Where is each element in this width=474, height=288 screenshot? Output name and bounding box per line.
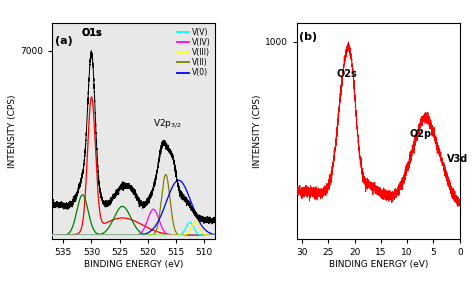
Legend: V(V), V(IV), V(III), V(II), V(0): V(V), V(IV), V(III), V(II), V(0) — [177, 27, 211, 78]
Text: O1s: O1s — [81, 28, 102, 38]
Text: V2p$_{3/2}$: V2p$_{3/2}$ — [153, 117, 182, 130]
Text: V3d: V3d — [447, 154, 468, 164]
X-axis label: BINDING ENERGY (eV): BINDING ENERGY (eV) — [328, 260, 428, 269]
Y-axis label: INTENSITY (CPS): INTENSITY (CPS) — [253, 94, 262, 168]
Text: (b): (b) — [300, 33, 318, 42]
Y-axis label: INTENSITY (CPS): INTENSITY (CPS) — [9, 94, 18, 168]
Text: O1s: O1s — [81, 28, 102, 38]
Text: O2s: O2s — [337, 69, 357, 79]
X-axis label: BINDING ENERGY (eV): BINDING ENERGY (eV) — [84, 260, 183, 269]
Text: (a): (a) — [55, 36, 73, 46]
Text: O2p: O2p — [409, 130, 431, 139]
